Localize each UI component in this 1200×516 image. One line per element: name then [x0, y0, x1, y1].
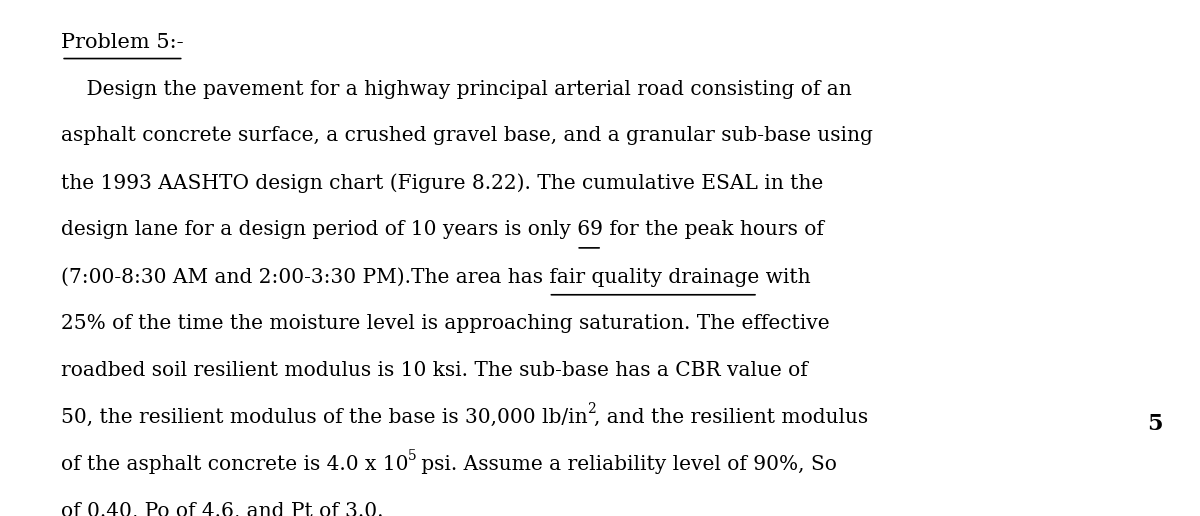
Text: the 1993 AASHTO design chart (Figure 8.22). The cumulative ESAL in the: the 1993 AASHTO design chart (Figure 8.2… [61, 173, 823, 193]
Text: 50, the resilient modulus of the base is 30,000 lb/in , and the resilient modulu: 50, the resilient modulus of the base is… [61, 408, 869, 427]
Text: of the asphalt concrete is 4.0 x 10  psi. Assume a reliability level of 90%, So: of the asphalt concrete is 4.0 x 10 psi.… [61, 455, 838, 474]
Text: 5: 5 [408, 449, 416, 463]
Text: (7:00-8:30 AM and 2:00-3:30 PM).The area has fair quality drainage with: (7:00-8:30 AM and 2:00-3:30 PM).The area… [61, 267, 811, 287]
Text: design lane for a design period of 10 years is only 69 for the peak hours of: design lane for a design period of 10 ye… [61, 220, 824, 239]
Text: 25% of the time the moisture level is approaching saturation. The effective: 25% of the time the moisture level is ap… [61, 314, 830, 333]
Text: of 0.40, Po of 4.6, and Pt of 3.0.: of 0.40, Po of 4.6, and Pt of 3.0. [61, 502, 384, 516]
Text: roadbed soil resilient modulus is 10 ksi. The sub-base has a CBR value of: roadbed soil resilient modulus is 10 ksi… [61, 361, 808, 380]
Text: 2: 2 [587, 402, 595, 416]
Text: 5: 5 [1147, 412, 1163, 434]
Text: Problem 5:-: Problem 5:- [61, 33, 184, 52]
Text: Design the pavement for a highway principal arterial road consisting of an: Design the pavement for a highway princi… [61, 79, 852, 99]
Text: asphalt concrete surface, a crushed gravel base, and a granular sub-base using: asphalt concrete surface, a crushed grav… [61, 126, 874, 146]
